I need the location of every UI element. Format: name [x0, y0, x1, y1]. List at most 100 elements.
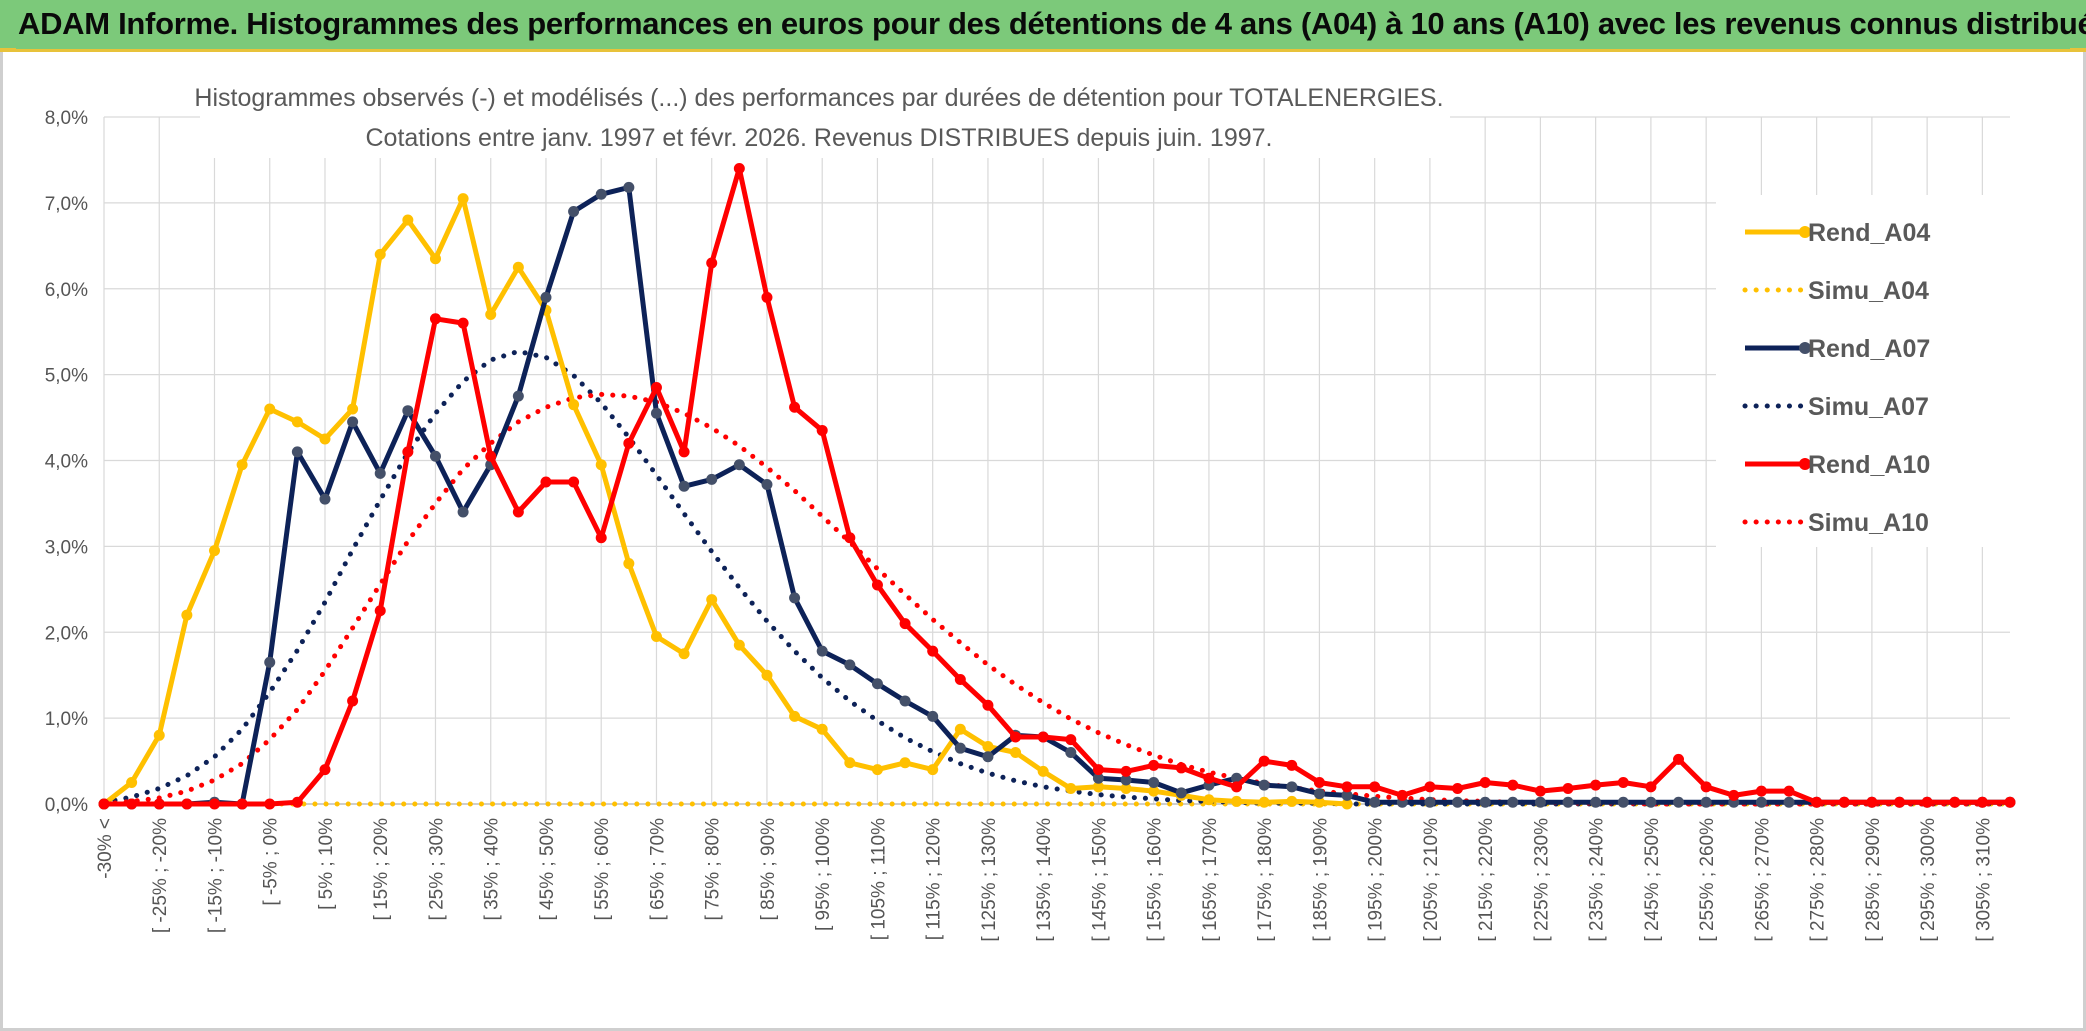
data-point — [1534, 796, 1546, 808]
data-point — [347, 403, 359, 415]
data-point — [512, 261, 524, 273]
data-point — [1424, 781, 1436, 793]
data-point — [761, 291, 773, 303]
data-point — [899, 695, 911, 707]
data-point — [236, 798, 248, 810]
data-point — [1203, 794, 1215, 806]
data-point — [789, 710, 801, 722]
data-point — [1479, 796, 1491, 808]
legend-label: Rend_A10 — [1808, 451, 1930, 479]
x-tick-label: [ 35% ; 40% — [482, 818, 503, 921]
data-point — [982, 699, 994, 711]
data-point — [1921, 796, 1933, 808]
series-simu-a07 — [101, 348, 2013, 807]
data-point — [1341, 789, 1353, 801]
y-tick-label: 7,0% — [45, 194, 88, 215]
data-point — [1728, 789, 1740, 801]
data-point — [1065, 783, 1077, 795]
x-tick-label: [ 305% ; 310% — [1973, 818, 1994, 942]
data-point — [457, 193, 469, 205]
data-point — [1479, 777, 1491, 789]
legend-label: Rend_A04 — [1808, 219, 1930, 247]
data-point — [98, 798, 110, 810]
x-tick-label: [ 45% ; 50% — [537, 818, 558, 921]
data-point — [678, 446, 690, 458]
data-point — [761, 669, 773, 681]
x-tick-label: [ -15% ; -10% — [205, 818, 226, 933]
series-rend-a04 — [98, 193, 1353, 810]
data-point — [1700, 781, 1712, 793]
data-point — [1203, 772, 1215, 784]
data-point — [429, 450, 441, 462]
data-point — [457, 506, 469, 518]
data-point — [1231, 781, 1243, 793]
data-point — [291, 796, 303, 808]
data-point — [1562, 783, 1574, 795]
data-point — [650, 631, 662, 643]
data-point — [1424, 796, 1436, 808]
x-tick-label: [ 25% ; 30% — [426, 818, 447, 921]
x-tick-label: [ 155% ; 160% — [1145, 818, 1166, 942]
x-tick-label: [ -5% ; 0% — [261, 818, 282, 906]
data-point — [1313, 796, 1325, 808]
legend-item-simu-a04: Simu_A04 — [1742, 277, 1929, 305]
data-point — [1037, 765, 1049, 777]
data-point — [1894, 796, 1906, 808]
data-point — [153, 798, 165, 810]
data-point — [1286, 759, 1298, 771]
data-point — [540, 476, 552, 488]
data-point — [1949, 796, 1961, 808]
x-axis-ticks: -30% < [ -25% ; -20% [ -15% ; -10% [ -5% ; … — [95, 818, 1994, 942]
data-point — [733, 459, 745, 471]
data-point — [1313, 788, 1325, 800]
x-tick-label: [ 15% ; 20% — [371, 818, 392, 921]
data-point — [871, 678, 883, 690]
title-banner: ADAM Informe. Histogrammes des performan… — [0, 0, 2086, 52]
legend-label: Simu_A07 — [1808, 393, 1929, 421]
data-point — [1783, 785, 1795, 797]
data-point — [1396, 789, 1408, 801]
data-point — [485, 450, 497, 462]
data-point — [1645, 796, 1657, 808]
data-point — [402, 214, 414, 226]
data-point — [568, 476, 580, 488]
data-point — [181, 798, 193, 810]
data-point — [236, 459, 248, 471]
x-tick-label: [ 205% ; 210% — [1421, 818, 1442, 942]
chart-legend: Rend_A04 Simu_A04 Rend_A07 Simu_A07 Rend_A10… — [1742, 219, 1930, 537]
data-point — [844, 757, 856, 769]
y-axis-ticks: 0,0% 1,0% 2,0% 3,0% 4,0% 5,0% 6,0% 7,0% 8,0% — [45, 108, 88, 816]
x-tick-label: [ 105% ; 110% — [868, 818, 889, 940]
data-point — [954, 742, 966, 754]
data-point — [1755, 785, 1767, 797]
data-point — [761, 479, 773, 491]
data-point — [374, 248, 386, 260]
legend-item-rend-a10: Rend_A10 — [1745, 451, 1930, 479]
data-point — [650, 382, 662, 394]
data-point — [595, 188, 607, 200]
data-point — [1976, 796, 1988, 808]
legend-backdrop — [1716, 195, 2016, 547]
data-point — [402, 405, 414, 417]
data-point — [208, 798, 220, 810]
data-point — [1783, 796, 1795, 808]
data-point — [1341, 798, 1353, 810]
data-point — [374, 605, 386, 617]
series-rend-a10 — [98, 163, 2016, 810]
data-point — [1534, 785, 1546, 797]
data-point — [1065, 734, 1077, 746]
data-point — [706, 594, 718, 606]
series-line — [104, 166, 2010, 807]
data-point — [264, 656, 276, 668]
legend-label: Simu_A10 — [1808, 509, 1929, 537]
data-point — [374, 467, 386, 479]
x-tick-label: [ 5% ; 10% — [316, 818, 337, 910]
data-point — [1120, 765, 1132, 777]
data-point — [844, 659, 856, 671]
data-point — [126, 777, 138, 789]
y-tick-label: 3,0% — [45, 537, 88, 558]
data-point — [1507, 796, 1519, 808]
data-point — [540, 291, 552, 303]
data-point — [595, 459, 607, 471]
data-point — [1590, 779, 1602, 791]
